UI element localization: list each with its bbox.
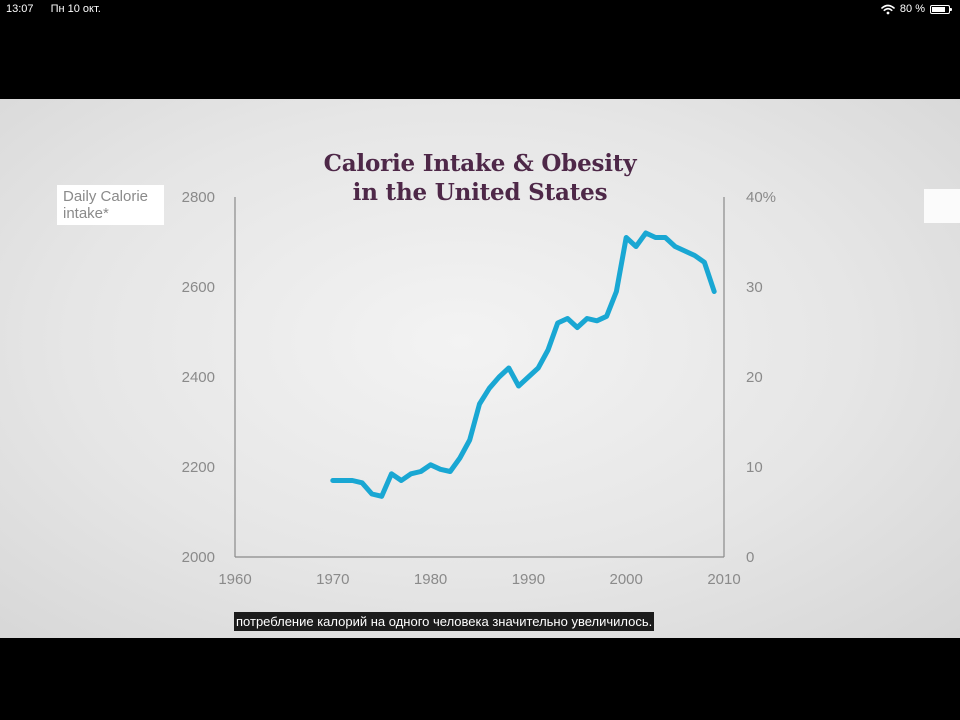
y2-tick-label: 30 bbox=[746, 279, 763, 296]
y2-tick-label: 0 bbox=[746, 549, 754, 566]
chart-title: Calorie Intake & Obesity in the United S… bbox=[240, 149, 720, 207]
status-bar: 13:07 Пн 10 окт. 80 % bbox=[0, 0, 960, 20]
y-tick-label: 2400 bbox=[182, 369, 215, 386]
y-tick-label: 2600 bbox=[182, 279, 215, 296]
battery-fill bbox=[932, 6, 945, 12]
calorie-series-line bbox=[330, 230, 717, 499]
x-tick-label: 1990 bbox=[512, 571, 545, 588]
x-tick-label: 2010 bbox=[707, 571, 740, 588]
y-axis-label-line-2: intake* bbox=[63, 205, 109, 222]
wifi-icon bbox=[881, 4, 895, 14]
y-tick-label: 2800 bbox=[182, 189, 215, 206]
right-label-fragment bbox=[924, 189, 960, 223]
y2-tick-label: 10 bbox=[746, 459, 763, 476]
clock: 13:07 bbox=[6, 3, 34, 15]
battery-icon bbox=[930, 4, 952, 14]
date: Пн 10 окт. bbox=[50, 3, 101, 15]
y-axis-label-line-1: Daily Calorie bbox=[63, 188, 149, 205]
y-tick-label: 2000 bbox=[182, 549, 215, 566]
video-frame[interactable]: Calorie Intake & Obesity in the United S… bbox=[0, 99, 960, 638]
x-tick-label: 1960 bbox=[218, 571, 251, 588]
y2-tick-label: 40% bbox=[746, 189, 776, 206]
subtitle-caption: потребление калорий на одного человека з… bbox=[234, 612, 655, 631]
battery-percent: 80 % bbox=[899, 3, 925, 15]
chart: 1960 1970 1980 1990 2000 20102000220024002600… bbox=[182, 189, 776, 588]
chart-title-line-2: in the United States bbox=[352, 179, 608, 206]
y2-tick-label: 20 bbox=[746, 369, 763, 386]
x-tick-label: 1980 bbox=[414, 571, 447, 588]
y-axis-label: Daily Calorie intake* bbox=[57, 185, 164, 225]
x-tick-label: 2000 bbox=[610, 571, 643, 588]
y-tick-label: 2200 bbox=[182, 459, 215, 476]
chart-title-line-1: Calorie Intake & Obesity bbox=[323, 150, 637, 177]
x-tick-label: 1970 bbox=[316, 571, 349, 588]
